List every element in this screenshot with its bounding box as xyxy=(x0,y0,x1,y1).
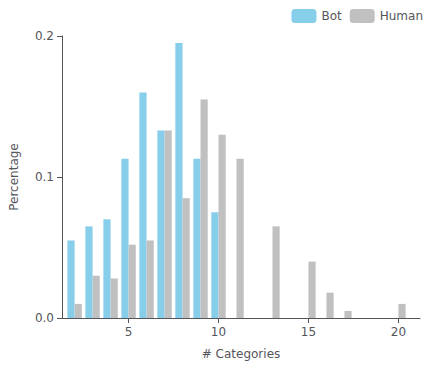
svg-text:Bot: Bot xyxy=(321,9,342,23)
svg-text:# Categories: # Categories xyxy=(202,347,281,361)
svg-text:20: 20 xyxy=(391,325,406,339)
svg-text:5: 5 xyxy=(125,325,133,339)
svg-text:Human: Human xyxy=(380,9,423,23)
svg-text:0.1: 0.1 xyxy=(35,170,54,184)
svg-text:10: 10 xyxy=(211,325,226,339)
svg-text:15: 15 xyxy=(301,325,316,339)
svg-text:0.0: 0.0 xyxy=(35,311,54,325)
svg-text:Percentage: Percentage xyxy=(7,143,21,211)
svg-text:0.2: 0.2 xyxy=(35,29,54,43)
